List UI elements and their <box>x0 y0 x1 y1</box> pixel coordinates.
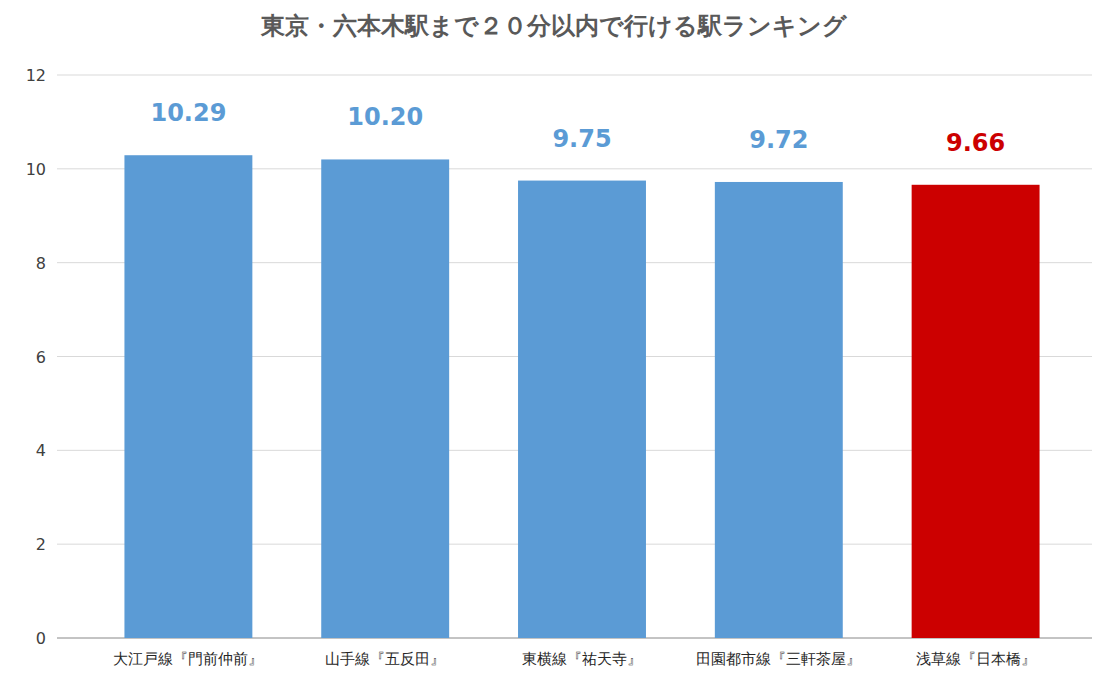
y-tick-label: 0 <box>36 629 46 648</box>
y-tick-label: 10 <box>26 160 46 179</box>
x-tick-label: 山手線『五反田』 <box>325 650 445 668</box>
y-tick-label: 12 <box>26 66 46 85</box>
data-label: 10.29 <box>150 99 226 127</box>
chart-container: 東京・六本木駅まで２０分以内で行ける駅ランキング 0 2 4 6 8 10 12 10.29 大江… <box>0 0 1108 686</box>
y-tick-label: 4 <box>36 441 46 460</box>
y-tick-label: 8 <box>36 254 46 273</box>
bars <box>124 155 1039 638</box>
grid-line <box>57 75 1092 76</box>
data-label: 10.20 <box>347 103 423 131</box>
data-label: 9.66 <box>946 129 1005 157</box>
y-tick-label: 6 <box>36 348 46 367</box>
bar <box>912 185 1040 638</box>
x-tick-label: 田園都市線『三軒茶屋』 <box>696 650 861 668</box>
data-label: 9.75 <box>552 125 611 153</box>
x-tick-label: 大江戸線『門前仲前』 <box>113 650 263 668</box>
bar <box>124 155 252 638</box>
data-label: 9.72 <box>749 126 808 154</box>
bar <box>715 182 843 638</box>
x-tick-label: 東横線『祐天寺』 <box>522 650 642 668</box>
bar <box>518 181 646 638</box>
title: 東京・六本木駅まで２０分以内で行ける駅ランキング <box>260 12 848 40</box>
y-tick-label: 2 <box>36 535 46 554</box>
x-tick-label: 浅草線『日本橋』 <box>916 650 1036 668</box>
bar <box>321 159 449 638</box>
chart-svg: 東京・六本木駅まで２０分以内で行ける駅ランキング 0 2 4 6 8 10 12 10.29 大江… <box>0 0 1108 686</box>
